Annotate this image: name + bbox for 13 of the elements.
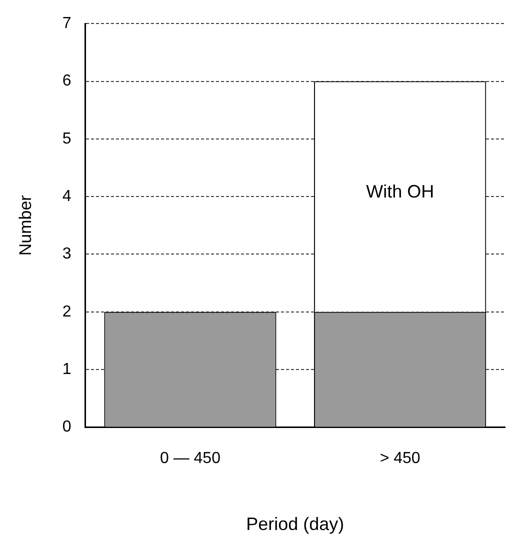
y-tick-label: 5 [62,130,72,148]
y-tick-label: 6 [62,72,72,90]
y-axis-title: Number [16,194,35,256]
y-tick-label: 3 [62,246,72,263]
x-axis-title: Period (day) [246,514,344,534]
y-tick-label: 0 [62,418,72,436]
y-tick-label: 1 [62,360,72,378]
y-tick-label: 7 [62,15,72,32]
series-label: With OH [366,182,434,202]
y-tick-label: 2 [62,303,72,320]
x-tick-label: > 450 [380,450,420,468]
y-tick-label: 4 [62,188,72,205]
x-tick-label: 0 — 450 [160,450,221,468]
